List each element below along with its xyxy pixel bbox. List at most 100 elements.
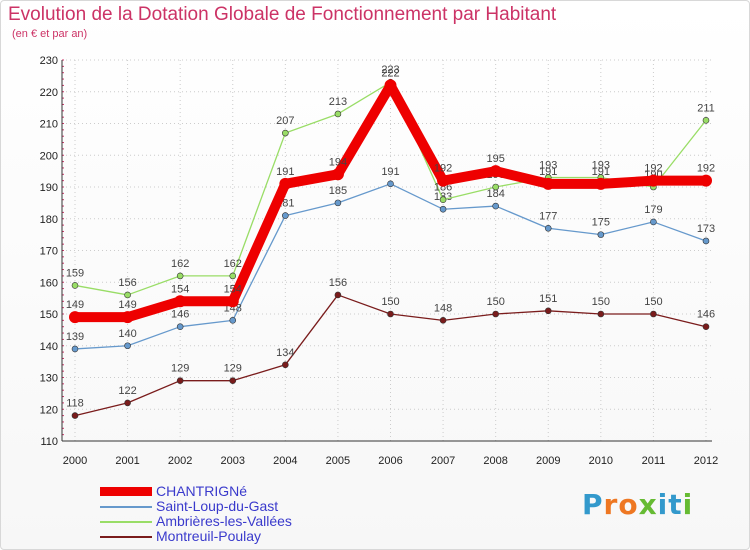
data-label: 162 [224, 258, 242, 270]
y-tick-label: 130 [40, 373, 58, 385]
data-point [282, 212, 289, 219]
data-point [492, 310, 499, 318]
logo-letter: i [657, 488, 669, 521]
data-label: 146 [697, 309, 715, 321]
data-label: 148 [434, 302, 452, 314]
data-label: 159 [66, 267, 84, 279]
data-label: 191 [539, 166, 557, 178]
x-tick-label: 2000 [63, 455, 87, 467]
y-tick-label: 190 [40, 182, 58, 194]
data-label: 129 [224, 363, 242, 375]
data-point [226, 295, 239, 308]
data-point [384, 79, 397, 92]
data-label: 207 [276, 115, 294, 127]
data-point [544, 307, 552, 315]
data-label: 149 [118, 299, 136, 311]
data-point [174, 295, 187, 308]
data-point [439, 205, 447, 213]
x-tick-label: 2002 [168, 455, 192, 467]
y-tick-label: 230 [40, 55, 58, 67]
data-point [439, 317, 447, 324]
data-point [124, 399, 131, 407]
data-point [597, 310, 605, 318]
data-point [71, 282, 79, 289]
logo-letter: r [603, 488, 619, 521]
data-label: 150 [486, 296, 504, 308]
data-point [282, 361, 289, 369]
data-label: 139 [66, 331, 84, 343]
logo-letter: o [618, 488, 639, 521]
data-point [702, 117, 710, 124]
x-tick-label: 2011 [642, 455, 666, 467]
data-label: 179 [644, 204, 662, 216]
data-label: 129 [171, 363, 189, 375]
data-label: 195 [486, 153, 504, 165]
data-point [334, 199, 342, 207]
data-point [176, 377, 184, 384]
data-point [282, 129, 289, 137]
data-point [124, 342, 131, 350]
data-label: 191 [381, 166, 399, 178]
x-tick-label: 2003 [221, 455, 245, 467]
data-point [650, 218, 657, 226]
data-point [69, 311, 81, 324]
legend-label: Montreuil-Poulay [156, 528, 262, 544]
data-label: 140 [118, 328, 136, 340]
data-label: 134 [276, 347, 294, 359]
data-point [387, 310, 394, 318]
y-tick-label: 110 [40, 436, 58, 448]
data-point [597, 231, 605, 238]
logo-letter: t [668, 488, 683, 521]
data-label: 122 [118, 385, 136, 397]
data-point [492, 183, 499, 191]
data-label: 223 [381, 64, 399, 76]
data-label: 175 [592, 217, 610, 229]
data-label: 211 [697, 102, 715, 114]
legend-swatch [100, 487, 152, 496]
data-point [647, 174, 660, 187]
data-label: 191 [276, 166, 294, 178]
data-point [702, 237, 710, 245]
data-point [279, 177, 292, 190]
y-tick-label: 210 [40, 119, 58, 131]
data-label: 151 [539, 293, 557, 305]
logo-letter: x [638, 488, 658, 521]
legend-swatch [100, 506, 152, 508]
data-label: 146 [171, 309, 189, 321]
data-point [594, 177, 607, 190]
x-tick-label: 2006 [378, 455, 402, 467]
chart-subtitle: (en € et par an) [12, 28, 88, 40]
data-point [176, 272, 184, 280]
data-point [439, 196, 447, 203]
x-tick-label: 2009 [536, 455, 560, 467]
x-tick-label: 2008 [483, 455, 507, 467]
data-point [124, 291, 131, 299]
proxiti-logo: Proxiti [582, 488, 693, 521]
x-tick-label: 2007 [431, 455, 455, 467]
data-label: 193 [539, 159, 557, 171]
data-label: 192 [434, 163, 452, 175]
data-label: 213 [329, 96, 347, 108]
data-point [229, 272, 237, 280]
data-point [437, 174, 450, 187]
y-tick-label: 180 [40, 214, 58, 226]
data-label: 191 [592, 166, 610, 178]
data-label: 222 [381, 67, 399, 79]
data-label: 154 [171, 283, 189, 295]
data-point [71, 345, 79, 353]
data-point [492, 202, 499, 210]
data-label: 149 [66, 299, 84, 311]
data-label: 173 [697, 223, 715, 235]
x-tick-label: 2012 [694, 455, 718, 467]
data-point [334, 291, 342, 299]
y-tick-label: 170 [40, 246, 58, 258]
data-point [71, 412, 79, 419]
data-point [229, 317, 237, 324]
y-tick-label: 160 [40, 277, 58, 289]
data-label: 150 [592, 296, 610, 308]
data-label: 156 [118, 277, 136, 289]
y-tick-label: 200 [40, 150, 58, 162]
data-label: 154 [224, 283, 242, 295]
data-label: 194 [329, 156, 347, 168]
